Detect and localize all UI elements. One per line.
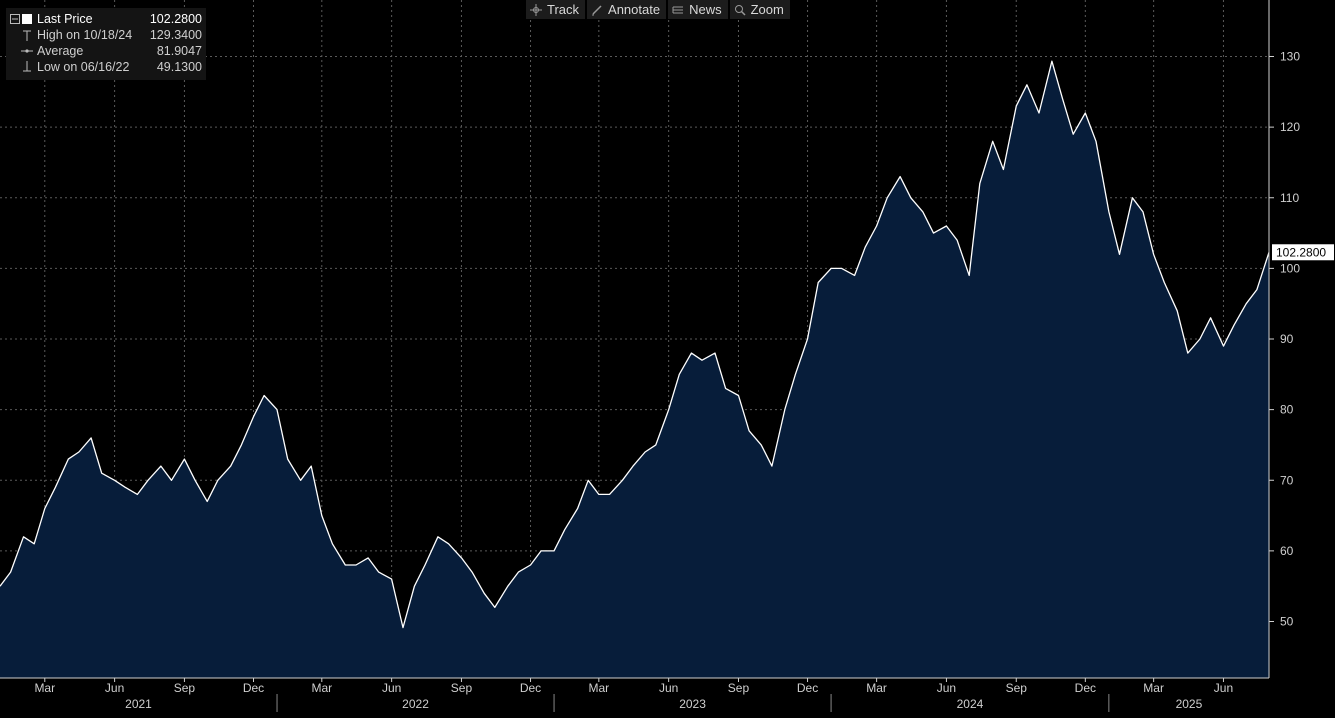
y-tick-label: 110	[1280, 191, 1299, 205]
x-tick-label: Mar	[34, 681, 55, 695]
annotate-label: Annotate	[608, 2, 661, 17]
x-tick-label: Sep	[728, 681, 750, 695]
x-tick-label: Jun	[1214, 681, 1233, 695]
x-tick-label: Mar	[311, 681, 332, 695]
x-tick-label: Dec	[243, 681, 264, 695]
magnifier-icon	[734, 4, 746, 16]
y-tick-label: 90	[1280, 332, 1294, 346]
legend-high[interactable]: High on 10/18/24 129.3400	[6, 27, 206, 43]
chart-toolbar: Track Annotate News Zoom	[526, 0, 790, 19]
legend-last-price[interactable]: Last Price 102.2800	[6, 11, 206, 27]
zoom-label: Zoom	[750, 2, 784, 17]
average-value: 81.9047	[156, 44, 202, 58]
y-tick-label: 50	[1280, 615, 1294, 629]
y-tick-label: 60	[1280, 544, 1294, 558]
news-button[interactable]: News	[668, 0, 728, 19]
news-label: News	[689, 2, 722, 17]
average-marker-icon	[21, 49, 33, 53]
legend-panel: Last Price 102.2800 High on 10/18/24 129…	[6, 8, 206, 80]
track-button[interactable]: Track	[526, 0, 586, 19]
x-tick-label: Jun	[937, 681, 956, 695]
high-value: 129.3400	[149, 28, 202, 42]
x-tick-label: Sep	[174, 681, 196, 695]
year-label: 2023	[679, 697, 706, 711]
year-label: 2022	[402, 697, 429, 711]
x-tick-label: Jun	[659, 681, 678, 695]
x-tick-label: Dec	[797, 681, 818, 695]
x-tick-label: Sep	[451, 681, 473, 695]
price-line	[0, 60, 1270, 629]
legend-low[interactable]: Low on 06/16/22 49.1300	[6, 59, 206, 75]
zoom-button[interactable]: Zoom	[729, 0, 790, 19]
y-tick-label: 120	[1280, 120, 1300, 134]
year-label: 2021	[125, 697, 152, 711]
annotate-button[interactable]: Annotate	[587, 0, 667, 19]
price-area	[0, 61, 1269, 678]
last-value-text: 102.2800	[1276, 245, 1326, 259]
low-label: Low on 06/16/22	[37, 60, 130, 74]
x-tick-label: Mar	[588, 681, 609, 695]
track-label: Track	[547, 2, 580, 17]
crosshair-icon	[530, 3, 542, 16]
news-icon	[672, 4, 684, 16]
high-marker-icon	[23, 30, 31, 41]
year-label: 2024	[957, 697, 984, 711]
x-tick-label: Jun	[382, 681, 401, 695]
last-price-swatch	[22, 14, 32, 24]
y-tick-label: 130	[1280, 50, 1300, 64]
collapse-icon[interactable]	[10, 14, 20, 24]
x-tick-label: Jun	[105, 681, 124, 695]
year-label: 2025	[1176, 697, 1203, 711]
pencil-icon	[591, 4, 603, 16]
low-marker-icon	[23, 61, 31, 72]
low-value: 49.1300	[156, 60, 202, 74]
average-label: Average	[37, 44, 84, 58]
y-tick-label: 80	[1280, 403, 1294, 417]
x-axis: Mar Jun Sep Dec Mar Jun Sep Dec Mar Jun Sep Dec Mar J…	[34, 678, 1233, 712]
x-tick-label: Mar	[1143, 681, 1164, 695]
x-tick-label: Dec	[520, 681, 541, 695]
high-label: High on 10/18/24	[37, 28, 133, 42]
y-tick-label: 100	[1280, 261, 1300, 275]
y-tick-label: 70	[1280, 473, 1294, 487]
x-tick-label: Dec	[1075, 681, 1096, 695]
x-tick-label: Mar	[866, 681, 887, 695]
legend-average[interactable]: Average 81.9047	[6, 43, 206, 59]
y-axis: 50 60 70 80 90 100 110 120 130	[1269, 50, 1300, 629]
last-price-value: 102.2800	[149, 12, 202, 26]
last-value-tag: 102.2800	[1272, 244, 1334, 261]
last-price-label: Last Price	[37, 12, 93, 26]
x-tick-label: Sep	[1006, 681, 1028, 695]
